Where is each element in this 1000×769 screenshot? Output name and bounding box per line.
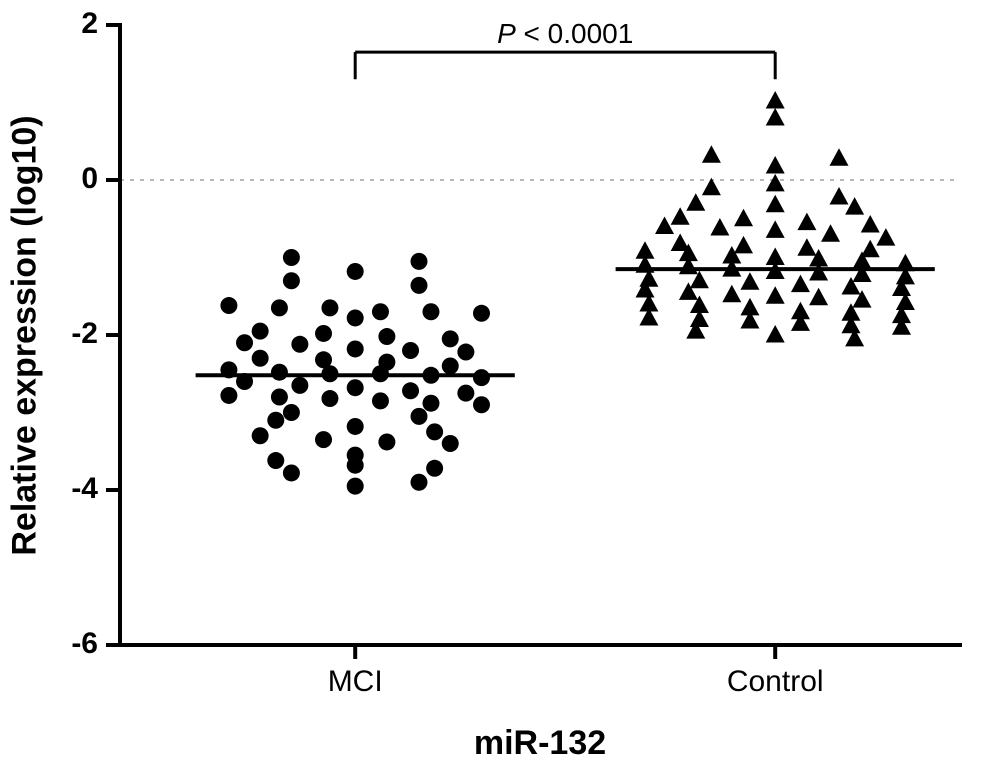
y-tick-label: 2 [48, 7, 98, 41]
y-tick-label: 0 [48, 162, 98, 196]
y-tick-label: -4 [48, 472, 98, 506]
plot-area [120, 25, 960, 645]
p-value-annotation: P < 0.0001 [497, 18, 633, 50]
y-axis-title: Relative expression (log10) [0, 0, 50, 670]
x-category-label: Control [727, 665, 824, 699]
x-category-label: MCI [328, 665, 383, 699]
x-axis-title: miR-132 [120, 724, 960, 763]
figure: Relative expression (log10) -6 -4 -2 0 2 MCI… [0, 0, 1000, 769]
y-tick-label: -2 [48, 317, 98, 351]
y-tick-label: -6 [48, 627, 98, 661]
